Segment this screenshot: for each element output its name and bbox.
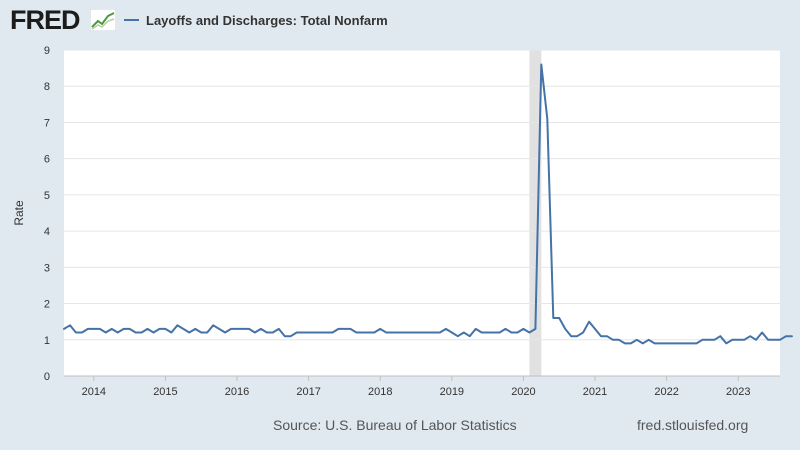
y-tick-label-1: 1 [44,335,50,347]
x-tick-label-2023: 2023 [726,386,750,398]
y-tick-label-7: 7 [44,117,50,129]
plot-area[interactable] [64,50,780,376]
y-axis: 0 1 2 3 4 5 6 7 8 9 [44,45,50,383]
chart-header: FRED Layoffs and Discharges: Total Nonfa… [0,0,800,40]
x-tick-label-2016: 2016 [225,386,249,398]
x-tick-label-2017: 2017 [296,386,320,398]
fred-logo-graph-icon [90,9,116,31]
legend-swatch [124,19,139,21]
y-tick-label-6: 6 [44,154,50,166]
y-tick-label-3: 3 [44,262,50,274]
x-tick-label-2019: 2019 [440,386,464,398]
recession-band-0 [529,50,542,376]
x-tick-label-2020: 2020 [511,386,535,398]
series-line-0[interactable] [63,63,793,345]
x-tick-label-2021: 2021 [583,386,607,398]
gridlines [64,49,780,377]
y-tick-label-8: 8 [44,81,50,93]
series-layer [63,63,793,345]
y-tick-label-9: 9 [44,45,50,57]
y-tick-label-4: 4 [44,226,50,238]
y-tick-label-2: 2 [44,299,50,311]
y-axis-label: Rate [12,200,26,226]
x-tick-label-2015: 2015 [153,386,177,398]
fred-logo[interactable]: FRED [10,5,80,35]
x-tick-label-2014: 2014 [82,386,106,398]
recession-shading [529,50,542,376]
legend-label: Layoffs and Discharges: Total Nonfarm [146,12,388,28]
source-note: Source: U.S. Bureau of Labor Statistics [273,417,517,433]
y-tick-label-0: 0 [44,371,50,383]
chart-legend[interactable]: Layoffs and Discharges: Total Nonfarm [124,11,388,29]
x-tick-label-2018: 2018 [368,386,392,398]
x-tick-label-2022: 2022 [654,386,678,398]
fred-url-link[interactable]: fred.stlouisfed.org [637,417,749,433]
x-axis: 2014 2015 2016 2017 2018 2019 2020 2021 2022 2023 [82,376,750,398]
y-tick-label-5: 5 [44,190,50,202]
